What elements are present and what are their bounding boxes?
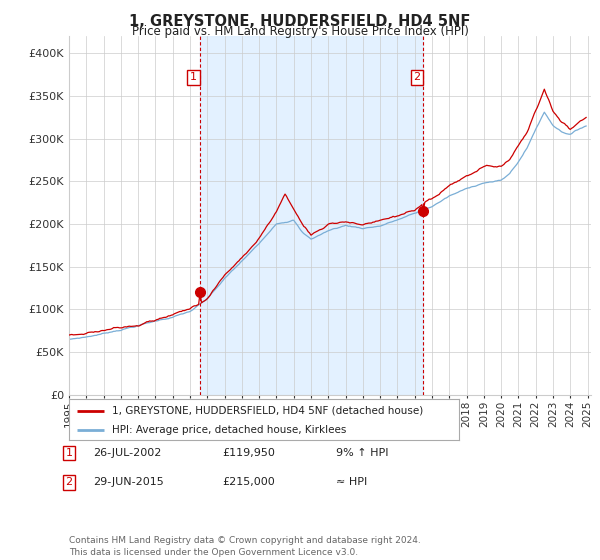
Text: 1, GREYSTONE, HUDDERSFIELD, HD4 5NF (detached house): 1, GREYSTONE, HUDDERSFIELD, HD4 5NF (det… — [112, 405, 423, 416]
Text: Price paid vs. HM Land Registry's House Price Index (HPI): Price paid vs. HM Land Registry's House … — [131, 25, 469, 38]
Bar — [200, 36, 423, 395]
Text: £215,000: £215,000 — [222, 477, 275, 487]
Text: Contains HM Land Registry data © Crown copyright and database right 2024.
This d: Contains HM Land Registry data © Crown c… — [69, 536, 421, 557]
Text: 26-JUL-2002: 26-JUL-2002 — [93, 448, 161, 458]
Text: HPI: Average price, detached house, Kirklees: HPI: Average price, detached house, Kirk… — [112, 424, 346, 435]
Text: 1, GREYSTONE, HUDDERSFIELD, HD4 5NF: 1, GREYSTONE, HUDDERSFIELD, HD4 5NF — [130, 14, 470, 29]
Text: £119,950: £119,950 — [222, 448, 275, 458]
Text: 2: 2 — [413, 72, 421, 82]
Text: 1: 1 — [65, 448, 73, 458]
Text: 29-JUN-2015: 29-JUN-2015 — [93, 477, 164, 487]
Text: 9% ↑ HPI: 9% ↑ HPI — [336, 448, 389, 458]
Text: 1: 1 — [190, 72, 197, 82]
Text: ≈ HPI: ≈ HPI — [336, 477, 367, 487]
Text: 2: 2 — [65, 477, 73, 487]
